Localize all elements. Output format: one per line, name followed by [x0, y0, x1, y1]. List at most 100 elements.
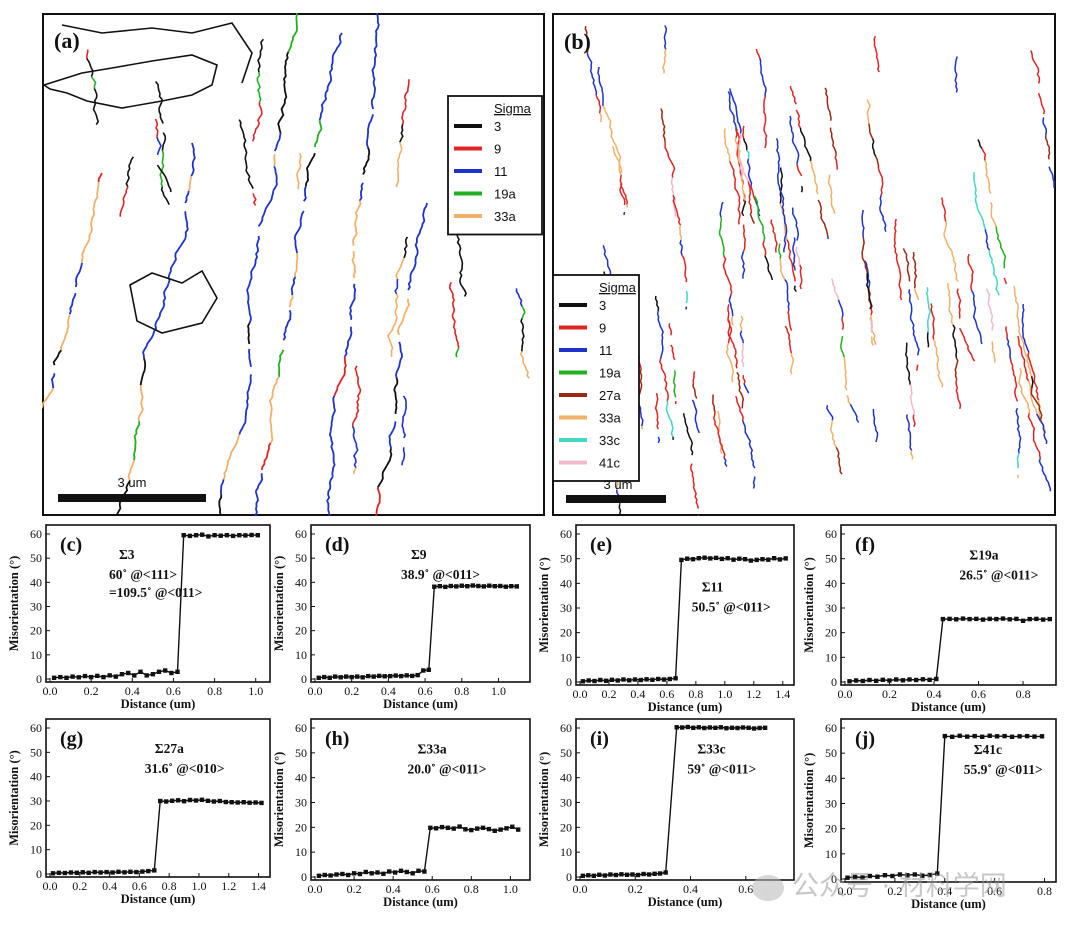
grain-boundary: [984, 160, 992, 194]
grain-boundary: [303, 185, 307, 202]
grain-boundary: [746, 158, 753, 187]
grain-boundary: [277, 349, 285, 377]
y-axis-label: Misorientation (°): [272, 556, 286, 652]
grain-boundary: [865, 272, 872, 310]
grain-boundary: [817, 199, 829, 237]
grain-boundary: [401, 79, 410, 125]
grain-boundary: [659, 358, 669, 402]
y-tick-label: 30: [560, 796, 572, 810]
grain-boundary: [626, 204, 629, 208]
data-point: [650, 677, 655, 682]
data-point: [1039, 734, 1045, 739]
chart-panel: 0 10 20 30 40 50 60 0.0 0.2 0.4 0.6 0.8 Distance (um…: [802, 718, 1057, 911]
y-tick-label: 30: [825, 601, 837, 615]
grain-boundary: [763, 96, 767, 119]
data-point: [757, 725, 762, 731]
chart-panel: 0 10 20 30 40 50 60 0.0 0.2 0.4 0.6 0.8 1.0 1.2 1.4 Dis…: [537, 524, 795, 714]
data-point: [357, 871, 363, 877]
y-tick-label: 30: [825, 797, 837, 811]
grain-boundary: [912, 414, 916, 427]
data-point: [187, 797, 193, 803]
y-tick-label: 40: [295, 771, 307, 785]
grain-boundary: [841, 317, 845, 330]
grain-boundary: [789, 324, 793, 331]
data-point: [718, 725, 724, 730]
grain-boundary: [956, 288, 962, 319]
data-point: [887, 678, 892, 683]
grain-boundary: [947, 282, 954, 326]
x-tick-label: 0.4: [381, 684, 396, 698]
grain-boundary: [763, 117, 768, 143]
y-tick-label: 30: [30, 600, 42, 614]
data-point: [74, 870, 79, 875]
grain-boundary: [314, 119, 323, 148]
x-tick-label: 0.2: [84, 684, 99, 698]
grain-boundary: [739, 164, 744, 177]
y-tick-label: 40: [825, 576, 837, 590]
data-point: [667, 676, 672, 682]
data-point: [169, 670, 174, 676]
x-axis-label: Distance (um): [648, 895, 723, 909]
data-point: [624, 872, 630, 877]
data-point: [632, 677, 638, 682]
grain-boundary: [789, 353, 794, 375]
grain-boundary: [333, 356, 347, 397]
grain-boundary: [740, 251, 746, 279]
map-b-legend-title: Sigma: [599, 280, 637, 295]
y-tick-label: 0: [36, 672, 42, 686]
x-tick-label: 0.0: [43, 684, 58, 698]
x-axis-label: Distance (um): [383, 895, 458, 909]
map-a-legend-box: [447, 95, 543, 236]
chart-panel: 0 10 20 30 40 50 60 0.0 0.2 0.4 0.6 0.8 1.0 1.2 1.4 Dis…: [7, 718, 271, 906]
data-point: [448, 583, 453, 589]
grain-boundary: [42, 387, 55, 410]
grain-boundary: [86, 58, 94, 77]
grain-boundary: [641, 426, 644, 430]
data-point: [504, 826, 509, 831]
grain-boundary: [742, 224, 747, 252]
data-point: [164, 799, 169, 804]
grain-boundary: [1038, 458, 1052, 492]
grain-boundary: [619, 174, 623, 191]
data-point: [591, 873, 596, 878]
y-tick-label: 10: [825, 650, 837, 664]
grain-boundary: [663, 25, 668, 50]
data-point: [199, 797, 205, 802]
grain-boundary: [167, 237, 187, 284]
data-point: [965, 734, 970, 739]
data-point: [897, 872, 903, 877]
grain-boundary: [664, 141, 676, 178]
data-point: [731, 557, 736, 562]
data-point: [116, 869, 121, 874]
grain-boundary: [668, 323, 673, 336]
data-point: [751, 726, 757, 731]
data-point: [175, 798, 181, 803]
x-axis-label: Distance (um): [911, 700, 986, 714]
x-tick-label: 0.6: [971, 687, 986, 701]
chart-panel: 0 10 20 30 40 50 60 0.0 0.2 0.4 0.6 0.8 1.0 Distance …: [272, 718, 531, 909]
gb-map-a: Sigma 3 9 11 19a 33a (a) 3 um: [42, 13, 545, 516]
grain-boundary: [846, 395, 852, 405]
data-point: [181, 533, 186, 538]
grain-boundary: [973, 172, 976, 185]
series-line: [54, 533, 258, 679]
grain-boundary: [421, 202, 428, 228]
grain-boundary: [218, 494, 223, 516]
x-tick-label: 0.4: [927, 687, 942, 701]
data-point: [771, 556, 777, 561]
grain-boundary: [377, 448, 393, 488]
y-tick-label: 10: [30, 843, 42, 857]
grain-boundary: [246, 280, 252, 324]
data-point: [900, 678, 906, 683]
data-point: [691, 725, 696, 730]
data-point: [144, 673, 149, 678]
grain-boundary: [610, 129, 622, 176]
y-axis-label: Misorientation (°): [537, 557, 551, 653]
grain-boundary: [743, 383, 750, 394]
grain-boundary: [908, 289, 915, 329]
data-point: [1014, 616, 1019, 622]
y-axis-label: Misorientation (°): [7, 750, 21, 846]
data-point: [627, 678, 632, 683]
data-point: [338, 675, 343, 680]
grain-boundary: [672, 194, 682, 226]
